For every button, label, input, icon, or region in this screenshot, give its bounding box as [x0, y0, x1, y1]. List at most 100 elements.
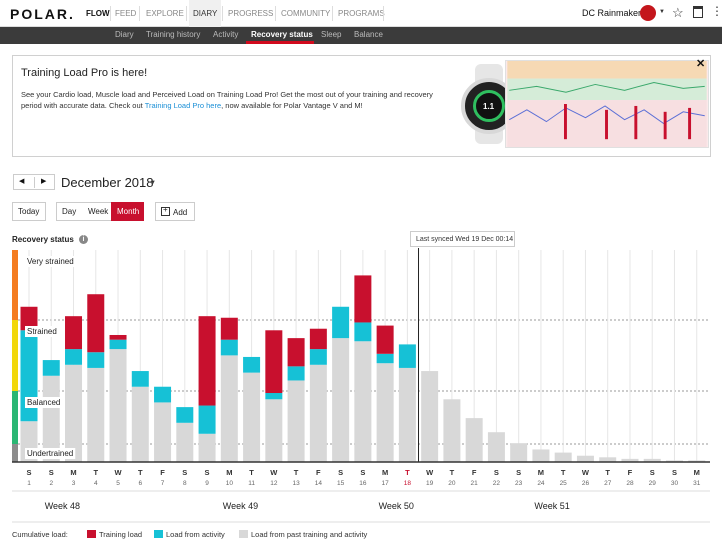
bar-activity-load — [42, 360, 60, 376]
date-label: 10 — [226, 480, 234, 487]
zone-label-very-strained: Very strained — [27, 257, 74, 266]
bar-past-load — [176, 422, 194, 462]
chevron-down-icon[interactable]: ▼ — [659, 9, 665, 15]
date-label: 7 — [161, 480, 165, 487]
subnav-tab-balance[interactable]: Balance — [354, 30, 383, 39]
banner-text-start: See your Cardio load, Muscle load and Pe… — [21, 90, 433, 110]
subnav-tab-activity[interactable]: Activity — [213, 30, 239, 39]
weekday-label: F — [316, 468, 321, 477]
avatar[interactable] — [640, 5, 656, 21]
weekday-label: M — [382, 468, 388, 477]
weekday-label: T — [561, 468, 566, 477]
nav-divider — [139, 6, 140, 21]
bar-past-load — [220, 355, 238, 462]
bar-activity-load — [131, 371, 149, 387]
bar-past-load — [621, 458, 639, 462]
weekday-label: M — [226, 468, 232, 477]
bar-training-load — [20, 306, 38, 331]
more-vertical-icon[interactable]: ⋮ — [711, 4, 722, 18]
weekday-label: T — [93, 468, 98, 477]
zone-label-background — [25, 326, 59, 337]
date-label: 2 — [49, 480, 53, 487]
bar-past-load — [87, 367, 105, 462]
extension-icon[interactable] — [693, 6, 703, 18]
legend-swatch — [154, 530, 163, 538]
nav-tab-explore[interactable]: EXPLORE — [146, 9, 184, 18]
bar-activity-load — [220, 339, 238, 356]
bar-past-load — [376, 363, 394, 462]
nav-tab-programs[interactable]: PROGRAMS — [338, 9, 385, 18]
bar-activity-load — [287, 366, 305, 381]
weekday-label: F — [628, 468, 633, 477]
subnav-tab-training-history[interactable]: Training history — [146, 30, 201, 39]
date-label: 15 — [337, 480, 345, 487]
day-view-button[interactable]: Day — [56, 202, 83, 221]
chevron-left-icon[interactable]: ◀ — [19, 178, 25, 185]
nav-divider — [110, 6, 111, 21]
diary-subnav: Diary Training history Activity Recovery… — [0, 27, 722, 44]
bar-past-load — [532, 449, 550, 462]
today-button[interactable]: Today — [12, 202, 46, 221]
preview-bar — [663, 111, 667, 140]
weekday-label: T — [249, 468, 254, 477]
date-label: 19 — [426, 480, 434, 487]
weekday-label: S — [494, 468, 499, 477]
date-label: 24 — [537, 480, 545, 487]
top-navigation: POLAR. FLOW FEED EXPLORE DIARY PROGRESS … — [0, 0, 722, 27]
zone-label-background — [25, 397, 63, 408]
active-tab-indicator — [246, 41, 314, 44]
weekday-label: S — [182, 468, 187, 477]
polar-logo[interactable]: POLAR. — [10, 6, 75, 22]
info-icon[interactable]: i — [79, 235, 88, 244]
bar-past-load — [554, 452, 572, 462]
nav-tab-diary[interactable]: DIARY — [189, 0, 222, 27]
training-load-pro-link[interactable]: Training Load Pro here — [144, 101, 222, 110]
weekday-label: W — [114, 468, 122, 477]
preview-strained-band — [507, 61, 707, 79]
chevron-down-icon[interactable]: ▼ — [150, 180, 156, 186]
legend-title: Cumulative load: — [12, 530, 68, 539]
subnav-tab-recovery-status[interactable]: Recovery status — [251, 30, 313, 39]
chevron-right-icon[interactable]: ▶ — [41, 178, 47, 185]
subnav-tab-sleep[interactable]: Sleep — [321, 30, 342, 39]
month-view-button[interactable]: Month — [111, 202, 144, 221]
zone-strip-undertrained — [12, 444, 18, 462]
date-label: 20 — [448, 480, 456, 487]
user-name[interactable]: DC Rainmaker — [582, 8, 642, 18]
last-synced-tooltip: Last synced Wed 19 Dec 00:14 — [410, 231, 515, 247]
bar-activity-load — [398, 344, 416, 368]
legend-swatch — [87, 530, 96, 538]
legend-activity-label: Load from activity — [166, 530, 225, 539]
bar-past-load — [421, 371, 439, 462]
zone-label-balanced: Balanced — [27, 398, 60, 407]
weekday-label: T — [405, 468, 410, 477]
bar-past-load — [643, 458, 661, 462]
bar-past-load — [487, 432, 505, 462]
close-icon[interactable]: ✕ — [696, 58, 706, 70]
nav-tab-progress[interactable]: PROGRESS — [228, 9, 274, 18]
bar-past-load — [465, 418, 483, 462]
weekday-label: S — [205, 468, 210, 477]
bar-activity-load — [243, 356, 261, 373]
star-icon[interactable]: ☆ — [672, 5, 684, 20]
nav-tab-feed[interactable]: FEED — [115, 9, 137, 18]
recovery-status-chart: Very strained Strained Balanced Undertraine… — [12, 248, 710, 523]
month-title[interactable]: December 2018 — [61, 175, 154, 190]
weekday-label: T — [450, 468, 455, 477]
nav-tab-community[interactable]: COMMUNITY — [281, 9, 331, 18]
bar-past-load — [109, 349, 127, 462]
week-view-button[interactable]: Week — [83, 202, 111, 221]
training-load-pro-banner: Training Load Pro is here! See your Card… — [12, 55, 711, 157]
bar-activity-load — [354, 322, 372, 342]
date-label: 26 — [582, 480, 590, 487]
bar-past-load — [688, 460, 706, 462]
week-label: Week 48 — [45, 501, 80, 511]
date-label: 13 — [292, 480, 300, 487]
bar-activity-load — [265, 393, 283, 400]
add-button[interactable]: Add — [155, 202, 195, 221]
zone-strip-balanced — [12, 391, 18, 444]
subnav-tab-diary[interactable]: Diary — [115, 30, 134, 39]
banner-text: See your Cardio load, Muscle load and Pe… — [21, 89, 441, 111]
preview-bar — [634, 105, 638, 140]
banner-text-end: , now available for Polar Vantage V and … — [221, 101, 363, 110]
